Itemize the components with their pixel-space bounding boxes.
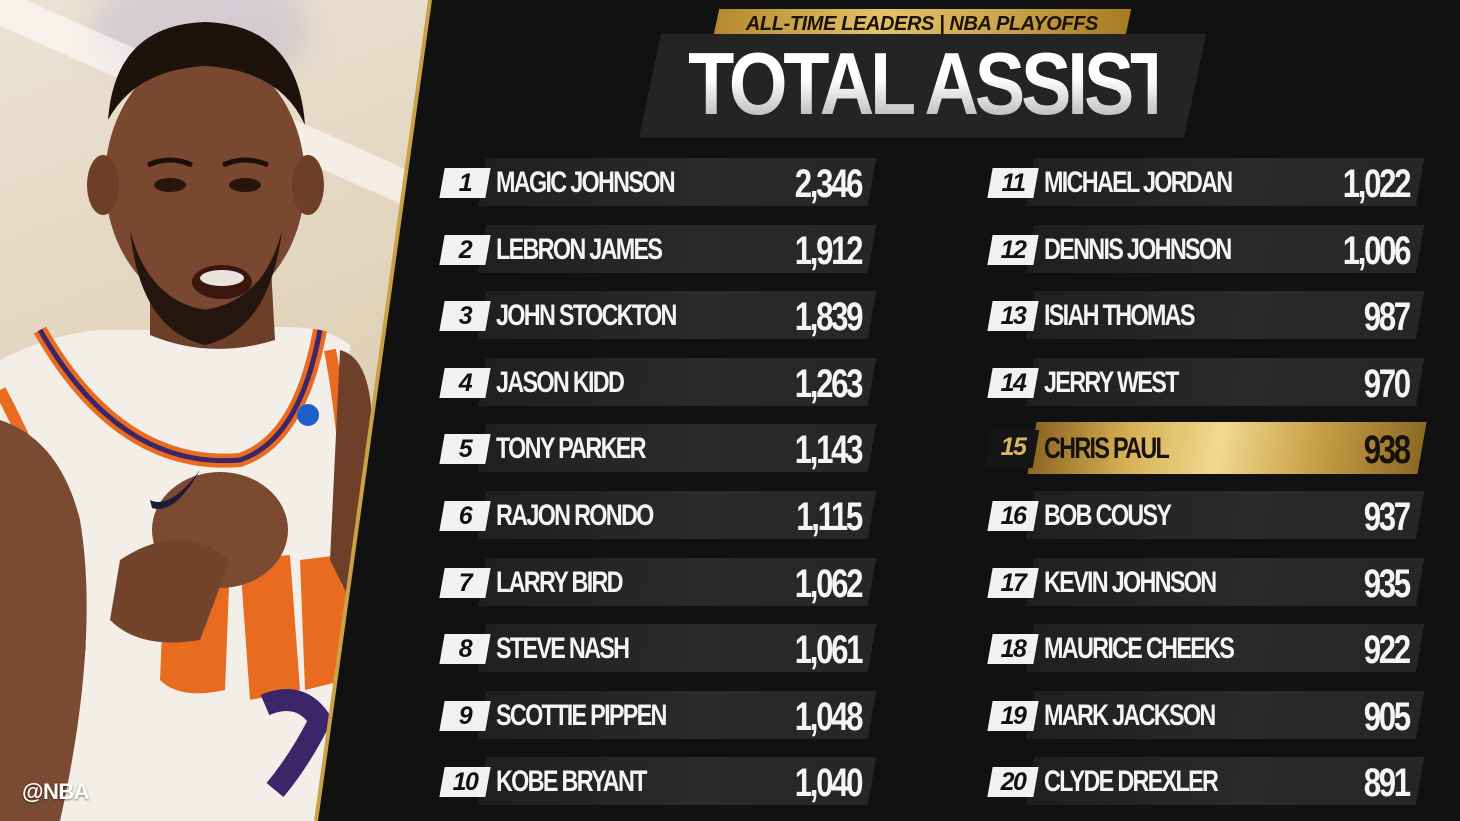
assists-total: 1,263 [794, 361, 864, 406]
player-name: SCOTTIE PIPPEN [496, 698, 667, 732]
player-name: MAURICE CHEEKS [1044, 632, 1235, 666]
rank-number: 16 [1000, 501, 1027, 530]
rank-number: 14 [1000, 368, 1027, 397]
assists-total: 1,006 [1342, 228, 1412, 273]
assists-total: 938 [1363, 428, 1411, 473]
leaderboard-row: 6 RAJON RONDO 1,115 [438, 490, 877, 539]
assists-total: 1,048 [794, 694, 864, 739]
player-photo: @NBA [0, 0, 430, 821]
player-name: DENNIS JOHNSON [1044, 232, 1232, 266]
leaderboard-row: 19 MARK JACKSON 905 [986, 690, 1425, 739]
leaderboard-row: 3 JOHN STOCKTON 1,839 [438, 291, 877, 340]
rank-number: 19 [1000, 701, 1027, 730]
leaderboard-row: 2 LEBRON JAMES 1,912 [438, 224, 877, 273]
leaderboard-row: 8 STEVE NASH 1,061 [438, 624, 877, 673]
player-name: JASON KIDD [496, 365, 625, 399]
player-name: LEBRON JAMES [496, 232, 663, 266]
rank-number: 7 [458, 568, 473, 597]
leaderboard-row: 17 KEVIN JOHNSON 935 [986, 557, 1425, 606]
leaderboard-column-right: 11 MICHAEL JORDAN 1,022 12 DENNIS JOHNSON 1,0… [984, 158, 1427, 821]
rank-number: 2 [458, 235, 473, 264]
assists-total: 987 [1363, 295, 1411, 340]
leaderboard-row: 5 TONY PARKER 1,143 [438, 424, 877, 473]
player-name: KOBE BRYANT [496, 765, 647, 799]
assists-total: 1,040 [794, 761, 864, 806]
assists-total: 1,143 [794, 428, 864, 473]
assists-total: 937 [1363, 494, 1411, 539]
leaderboard-row: 18 MAURICE CHEEKS 922 [986, 624, 1425, 673]
player-name: MARK JACKSON [1044, 698, 1216, 732]
assists-total: 1,062 [794, 561, 864, 606]
leaderboard-row: 13 ISIAH THOMAS 987 [986, 291, 1425, 340]
leaderboard-row: 15 CHRIS PAUL 938 [984, 422, 1427, 475]
rank-number: 1 [458, 169, 473, 197]
rank-number: 12 [1000, 235, 1027, 264]
player-name: RAJON RONDO [496, 498, 654, 532]
leaderboard-row: 11 MICHAEL JORDAN 1,022 [986, 158, 1425, 206]
assists-total: 1,839 [794, 295, 864, 340]
player-name: CLYDE DREXLER [1044, 765, 1219, 799]
leaderboard-row: 9 SCOTTIE PIPPEN 1,048 [438, 690, 877, 739]
player-name: STEVE NASH [496, 632, 630, 666]
nba-watermark: @NBA [22, 779, 90, 804]
assists-total: 922 [1363, 628, 1411, 673]
assists-total: 970 [1363, 361, 1411, 406]
player-name: TONY PARKER [496, 432, 647, 466]
leaderboard-row: 1 MAGIC JOHNSON 2,346 [438, 158, 877, 206]
assists-total: 1,061 [794, 628, 864, 673]
player-name: KEVIN JOHNSON [1044, 565, 1217, 599]
player-name: ISIAH THOMAS [1044, 299, 1195, 333]
player-name: LARRY BIRD [496, 565, 624, 599]
player-illustration [0, 22, 372, 821]
leaderboard-column-left: 1 MAGIC JOHNSON 2,346 2 LEBRON JAMES 1,912 3 JO… [438, 158, 877, 821]
rank-number: 5 [458, 435, 473, 464]
rank-number: 20 [1000, 768, 1027, 797]
assists-total: 935 [1363, 561, 1411, 606]
page-title: TOTAL ASSISTS [688, 30, 1222, 138]
rank-number: 17 [1000, 568, 1027, 597]
rank-number: 10 [452, 768, 479, 797]
player-name: MAGIC JOHNSON [496, 166, 676, 199]
rank-number: 18 [1000, 635, 1027, 664]
rank-number: 4 [458, 368, 473, 397]
rank-number: 3 [458, 302, 473, 331]
leaderboard-row: 14 JERRY WEST 970 [986, 357, 1425, 406]
rank-number: 6 [458, 501, 473, 530]
assists-total: 1,022 [1342, 162, 1412, 206]
assists-total: 1,912 [794, 228, 864, 273]
assists-total: 891 [1363, 761, 1411, 806]
leaderboard-row: 4 JASON KIDD 1,263 [438, 357, 877, 406]
leaderboard-row: 20 CLYDE DREXLER 891 [986, 757, 1425, 806]
rank-number: 8 [458, 635, 473, 664]
rank-number: 11 [1001, 169, 1026, 197]
leaderboard-row: 7 LARRY BIRD 1,062 [438, 557, 877, 606]
assists-total: 2,346 [794, 162, 864, 206]
player-name: JOHN STOCKTON [496, 299, 677, 333]
rank-number: 13 [1000, 302, 1027, 331]
player-name: JERRY WEST [1044, 365, 1179, 399]
leaderboard-row: 10 KOBE BRYANT 1,040 [438, 757, 877, 806]
player-name: BOB COUSY [1044, 498, 1172, 532]
assists-total: 1,115 [796, 494, 863, 539]
rank-number: 9 [458, 701, 473, 730]
player-name: CHRIS PAUL [1044, 432, 1170, 466]
leaderboard-row: 16 BOB COUSY 937 [986, 490, 1425, 539]
assists-total: 905 [1363, 694, 1411, 739]
leaderboard-row: 12 DENNIS JOHNSON 1,006 [986, 224, 1425, 273]
player-name: MICHAEL JORDAN [1044, 166, 1233, 199]
rank-number: 15 [1000, 433, 1027, 462]
